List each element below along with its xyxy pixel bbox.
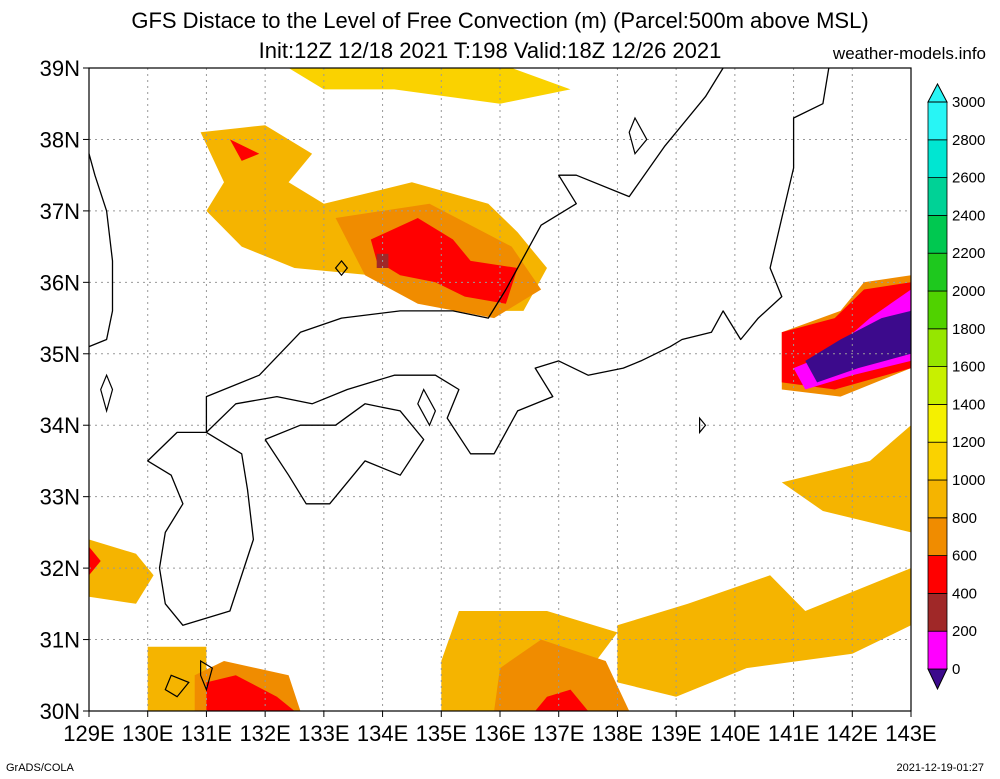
colorbar-swatch: [927, 366, 948, 405]
colorbar-swatch: [927, 139, 948, 179]
colorbar-swatch: [927, 101, 948, 141]
colorbar-label: 400: [952, 585, 977, 602]
colorbar-max-arrow: [927, 82, 948, 103]
colorbar-label: 2800: [952, 132, 985, 149]
field-800-region-0: [147, 646, 207, 711]
island-0: [200, 659, 213, 692]
lon-label: 143E: [885, 721, 936, 746]
lat-label: 35N: [40, 342, 80, 367]
lat-label: 36N: [40, 270, 80, 295]
field-400-region-5: [535, 689, 589, 711]
colorbar-label: 2200: [952, 245, 985, 262]
colorbar-swatch: [927, 630, 948, 670]
lat-label: 32N: [40, 556, 80, 581]
lon-label: 129E: [63, 721, 114, 746]
colorbar-label: 2000: [952, 283, 985, 300]
lat-lon-gridlines: [89, 68, 911, 711]
island-2: [334, 259, 349, 277]
coastline-1: [147, 431, 255, 626]
colorbar: 0 200 400 600 800 1000 1200 1400 1600 1800 2000 220…: [927, 82, 985, 691]
coastline-2: [205, 67, 830, 455]
lon-label: 141E: [768, 721, 819, 746]
coastline-4: [264, 403, 425, 505]
lat-label: 37N: [40, 199, 80, 224]
colorbar-label: 0: [952, 661, 960, 678]
colorbar-label: 1400: [952, 396, 985, 413]
colorbar-label: 2600: [952, 170, 985, 187]
field-400-region-9: [89, 546, 101, 576]
field-0-region-19: [805, 310, 911, 383]
map-title: GFS Distace to the Level of Free Convect…: [131, 8, 869, 33]
lon-label: 139E: [650, 721, 701, 746]
colorbar-swatch: [927, 290, 948, 330]
footer-software: GrADS/COLA: [6, 762, 74, 774]
coastline-layer: [88, 67, 830, 698]
lon-label: 137E: [533, 721, 584, 746]
lat-label: 34N: [40, 413, 80, 438]
field-1000-region-8: [89, 539, 154, 604]
field-600-region-4: [494, 639, 630, 711]
lat-label: 39N: [40, 56, 80, 81]
field-1200-region-10: [288, 68, 571, 104]
colorbar-label: 2400: [952, 207, 985, 224]
coastline-3: [205, 67, 724, 433]
lon-label: 142E: [827, 721, 878, 746]
lon-label: 135E: [416, 721, 467, 746]
colorbar-swatch: [927, 441, 948, 481]
island-6: [698, 416, 707, 435]
footer-timestamp: 2021-12-19-01:27: [896, 762, 984, 774]
colorbar-label: 3000: [952, 94, 985, 111]
lat-label: 33N: [40, 485, 80, 510]
site-label: weather-models.info: [832, 44, 986, 63]
lat-label: 30N: [40, 699, 80, 724]
colorbar-label: 200: [952, 623, 977, 640]
colorbar-swatch: [927, 593, 948, 632]
lfc-field-layer: [89, 68, 911, 711]
lon-label: 140E: [709, 721, 760, 746]
island-5: [417, 388, 437, 427]
colorbar-label: 800: [952, 510, 977, 527]
lon-label: 130E: [122, 721, 173, 746]
map-subtitle: Init:12Z 12/18 2021 T:198 Valid:18Z 12/2…: [258, 38, 722, 63]
latitude-labels: 30N 31N 32N 33N 34N 35N 36N 37N 38N 39N: [40, 56, 89, 724]
colorbar-min-arrow: [927, 668, 948, 691]
coastline-0: [88, 153, 114, 348]
island-4: [628, 116, 648, 155]
colorbar-label: 1200: [952, 434, 985, 451]
colorbar-swatch: [927, 214, 948, 254]
lat-label: 38N: [40, 127, 80, 152]
field-1000-region-6: [617, 568, 911, 697]
field-400-region-15: [229, 139, 260, 161]
colorbar-swatch: [927, 328, 948, 367]
lon-label: 132E: [239, 721, 290, 746]
colorbar-label: 1600: [952, 359, 985, 376]
lon-label: 136E: [474, 721, 525, 746]
colorbar-label: 1800: [952, 321, 985, 338]
lat-label: 31N: [40, 628, 80, 653]
lon-label: 134E: [357, 721, 408, 746]
colorbar-swatch: [927, 252, 948, 292]
longitude-labels: 129E 130E 131E 132E 133E 134E 135E 136E 137E 138E…: [63, 711, 937, 746]
colorbar-swatch: [927, 403, 948, 443]
lon-label: 138E: [592, 721, 643, 746]
colorbar-swatch: [927, 555, 948, 594]
island-1: [164, 674, 190, 698]
colorbar-label: 600: [952, 548, 977, 565]
lon-label: 133E: [298, 721, 349, 746]
field-400-region-2: [206, 675, 295, 711]
island-3: [100, 373, 114, 414]
lon-label: 131E: [181, 721, 232, 746]
colorbar-swatch: [927, 517, 948, 556]
field-1000-region-7: [781, 425, 911, 533]
colorbar-swatch: [927, 177, 948, 216]
colorbar-swatch: [927, 479, 948, 519]
colorbar-label: 1000: [952, 472, 985, 489]
